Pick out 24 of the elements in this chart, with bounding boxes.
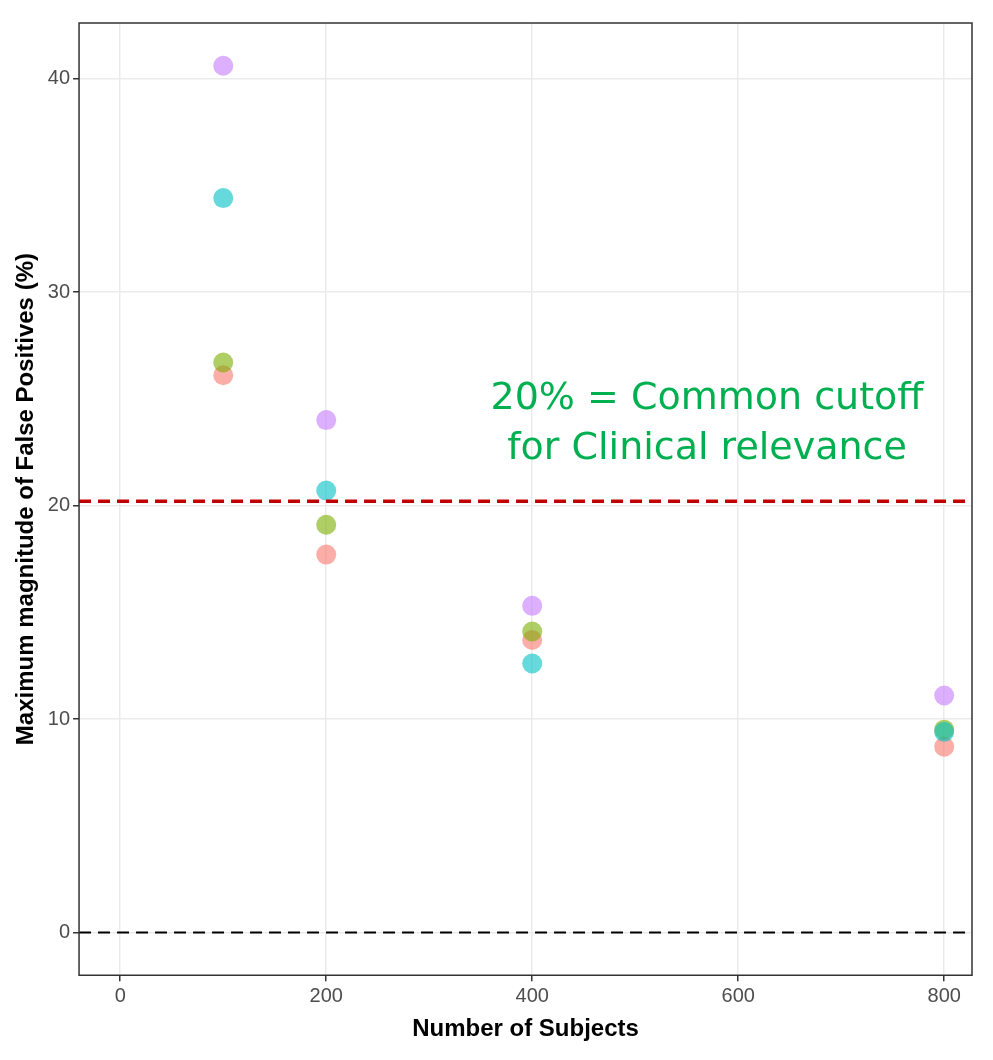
x-tick-label: 400 (515, 983, 549, 1006)
x-tick-label: 200 (309, 983, 343, 1006)
x-tick-label: 600 (721, 983, 755, 1006)
point (316, 514, 337, 535)
point (316, 480, 337, 501)
y-tick-label: 0 (58, 920, 71, 943)
y-tick-label: 40 (47, 66, 71, 89)
x-axis-title: Number of Subjects (412, 1014, 639, 1042)
y-tick-label: 20 (47, 493, 71, 516)
point (934, 685, 955, 706)
point (522, 595, 543, 616)
point (316, 544, 337, 565)
point (522, 621, 543, 642)
y-tick-label: 30 (47, 279, 71, 302)
point (213, 352, 234, 373)
point (316, 410, 337, 431)
x-tick-label: 0 (114, 983, 126, 1006)
ref-line-label: 20% = Common cutoff for Clinical relevance (490, 374, 925, 469)
point (213, 188, 234, 209)
x-tick-label: 800 (927, 983, 961, 1006)
y-tick-label: 10 (47, 706, 71, 729)
point (213, 55, 234, 76)
y-axis-title: Maximum magnitude of False Positives (%) (11, 253, 39, 746)
point (522, 653, 543, 674)
